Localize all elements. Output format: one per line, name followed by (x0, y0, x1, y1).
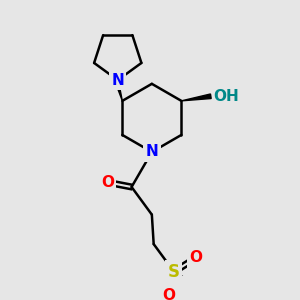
Text: O: O (101, 175, 114, 190)
Text: N: N (111, 73, 124, 88)
Text: S: S (168, 263, 180, 281)
Polygon shape (182, 94, 211, 101)
Text: O: O (162, 288, 175, 300)
Text: OH: OH (214, 89, 239, 104)
Text: O: O (190, 250, 202, 266)
Text: N: N (146, 145, 158, 160)
Polygon shape (113, 74, 122, 101)
